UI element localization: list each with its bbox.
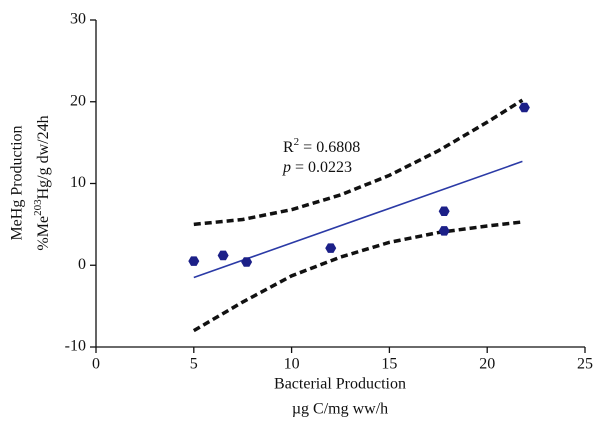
r2-annotation: R2 = 0.6808 (283, 136, 360, 156)
p-part: p (282, 159, 291, 176)
data-point (241, 257, 253, 267)
y-tick-label: 20 (70, 92, 86, 109)
y-axis-label: MeHg Production (9, 125, 26, 240)
data-point (217, 250, 229, 261)
confidence-band (193, 98, 524, 227)
y-tick-label: 0 (78, 256, 86, 273)
data-point (438, 226, 450, 236)
x-tick-label: 5 (190, 356, 198, 373)
x-tick-label: 0 (92, 356, 100, 373)
x-tick-label: 15 (381, 356, 397, 373)
y-tick-label: 10 (70, 174, 86, 191)
p-annotation: p = 0.0223 (282, 159, 352, 176)
y-label-part: Hg/g dw/24h (35, 115, 52, 199)
x-axis-label: Bacterial Production (274, 376, 406, 393)
p-part: = 0.0223 (291, 159, 352, 176)
y-axis-label: %Me203Hg/g dw/24h (32, 115, 52, 250)
data-point (438, 206, 450, 217)
data-point (188, 256, 200, 266)
data-point (518, 102, 530, 113)
r2-part: R (283, 139, 294, 156)
r2-part: = 0.6808 (299, 139, 360, 156)
x-tick-label: 25 (577, 356, 593, 373)
y-tick-label: -10 (65, 338, 86, 355)
r2-sup: 2 (294, 136, 300, 148)
y-label-sup: 203 (32, 199, 44, 216)
confidence-band (192, 220, 523, 333)
x-tick-label: 10 (284, 356, 300, 373)
y-label-part: %Me (35, 216, 52, 251)
y-tick-label: 30 (70, 11, 86, 28)
x-tick-label: 20 (479, 356, 495, 373)
x-axis-label: µg C/mg ww/h (292, 401, 388, 418)
data-point (325, 243, 337, 253)
